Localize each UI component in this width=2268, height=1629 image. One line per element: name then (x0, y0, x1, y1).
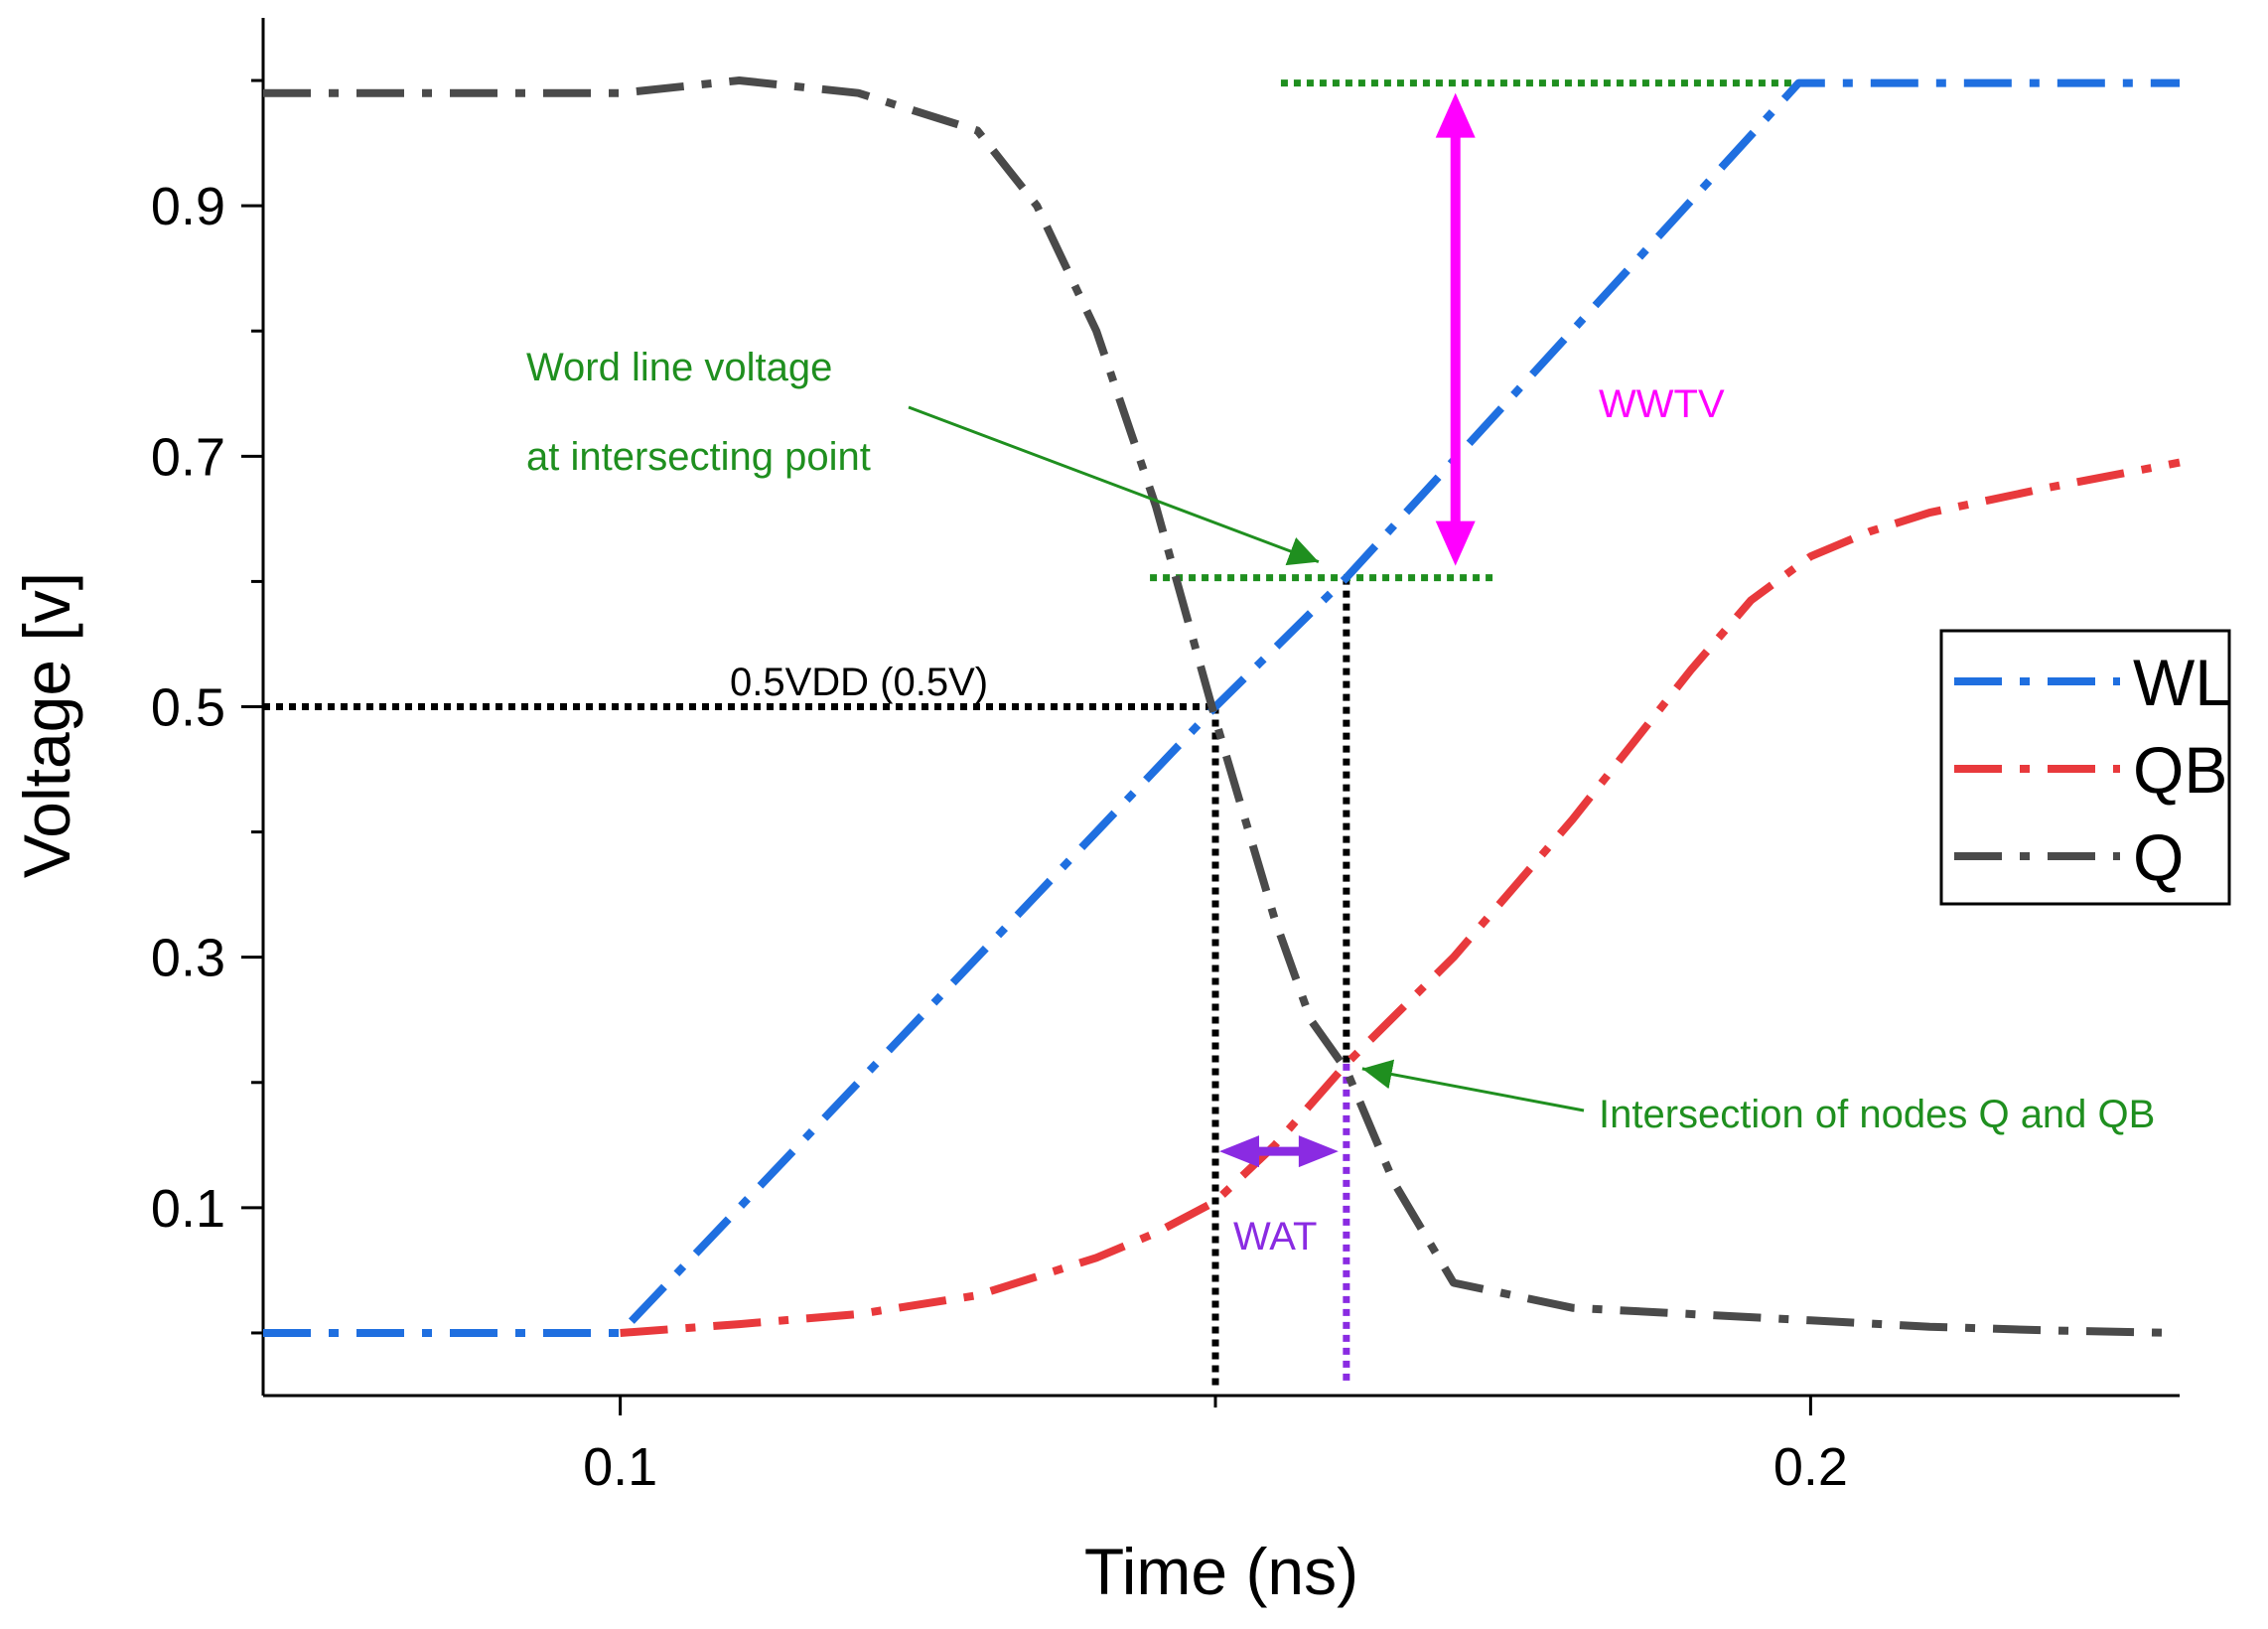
series-line-wl (263, 78, 2180, 1337)
y-ticks: 0.1 0.3 0.5 0.7 0.9 (151, 78, 263, 1335)
legend-label-wl: WL (2133, 646, 2231, 719)
legend-label-qb: QB (2133, 733, 2227, 807)
wat-arrow-head-right (1298, 1135, 1339, 1168)
y-tick-label: 0.1 (151, 1179, 225, 1239)
word-line-label-line2: at intersecting point (526, 435, 871, 479)
y-tick-label: 0.7 (151, 427, 225, 487)
y-tick-label: 0.9 (151, 177, 225, 236)
wat-arrow-head-left (1219, 1135, 1260, 1168)
legend-label-q: Q (2133, 820, 2184, 894)
x-tick-label: 0.2 (1773, 1437, 1848, 1497)
wat-label: WAT (1233, 1215, 1317, 1259)
reference-lines (263, 79, 1793, 1386)
series-line-qb (620, 458, 2181, 1337)
wwtv-arrow-head-top (1435, 92, 1476, 138)
wwtv-arrow-head-bottom (1435, 520, 1476, 566)
annotation-layer (908, 92, 1585, 1168)
intersection-label: Intersection of nodes Q and QB (1599, 1093, 2155, 1136)
y-axis-title: Voltage [v] (10, 572, 83, 878)
wwtv-label: WWTV (1599, 382, 1725, 426)
y-tick-label: 0.5 (151, 678, 225, 738)
legend: WL QB Q (1939, 629, 2231, 906)
y-tick-label: 0.3 (151, 929, 225, 988)
word-line-pointer-arrow (908, 405, 1320, 566)
x-axis-title: Time (ns) (1084, 1535, 1358, 1608)
intersection-pointer-arrow (1361, 1059, 1585, 1112)
series-layer (263, 76, 2181, 1337)
x-ticks: 0.1 0.2 (583, 1396, 1848, 1497)
series-line-q (263, 76, 2181, 1337)
word-line-label-line1: Word line voltage (526, 346, 832, 389)
x-tick-label: 0.1 (583, 1437, 657, 1497)
half-vdd-label: 0.5VDD (0.5V) (730, 661, 988, 704)
